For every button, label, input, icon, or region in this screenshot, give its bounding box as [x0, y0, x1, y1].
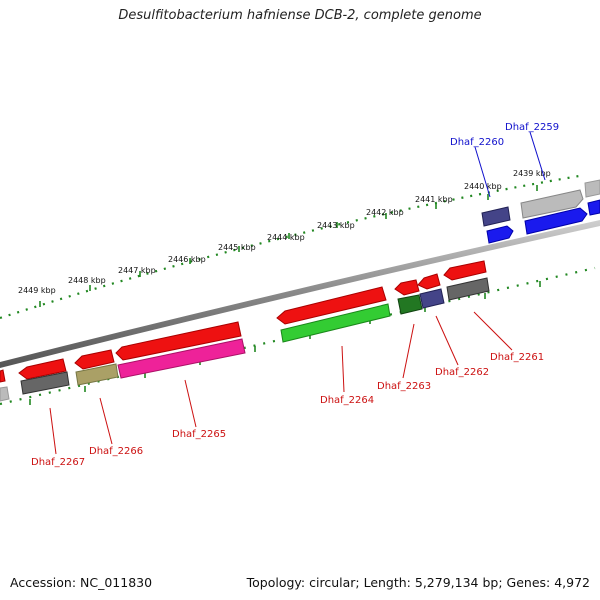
kbp-label: 2448 kbp — [68, 276, 106, 285]
gene-label-dhaf-2264[interactable]: Dhaf_2264 — [320, 395, 374, 406]
gene-feature[interactable] — [20, 371, 70, 395]
page-title: Desulfitobacterium hafniense DCB-2, comp… — [118, 8, 482, 23]
genome-backbone — [0, 220, 600, 368]
gene-feature[interactable] — [0, 386, 10, 402]
gene-label-dhaf-2261[interactable]: Dhaf_2261 — [490, 352, 544, 363]
gene-feature-dhaf-2260[interactable] — [481, 206, 511, 227]
gene-feature[interactable] — [520, 189, 584, 219]
gene-feature-dhaf-2263[interactable] — [394, 279, 420, 296]
accession-text: Accession: NC_011830 — [10, 575, 153, 590]
gene-feature[interactable] — [280, 303, 391, 343]
gene-label-dhaf-2260[interactable]: Dhaf_2260 — [450, 137, 504, 148]
gene-feature[interactable] — [0, 369, 6, 383]
kbp-label: 2444 kbp — [267, 233, 305, 242]
gene-feature-dhaf-2267[interactable] — [18, 358, 67, 380]
gene-feature[interactable] — [486, 225, 514, 244]
kbp-label: 2439 kbp — [513, 169, 551, 178]
topology-text: Topology: circular; Length: 5,279,134 bp… — [246, 575, 590, 590]
gene-feature[interactable] — [584, 179, 600, 198]
kbp-label: 2445 kbp — [218, 243, 256, 252]
gene-feature[interactable] — [117, 338, 246, 379]
gene-feature[interactable] — [419, 288, 445, 309]
gene-feature-dhaf-2266[interactable] — [74, 349, 115, 370]
kbp-label: 2440 kbp — [464, 182, 502, 191]
gene-feature[interactable] — [446, 277, 490, 301]
kbp-label: 2446 kbp — [168, 255, 206, 264]
gene-feature-dhaf-2261[interactable] — [443, 260, 487, 281]
forward-genes — [0, 179, 600, 383]
gene-feature[interactable] — [397, 294, 423, 315]
gene-label-dhaf-2265[interactable]: Dhaf_2265 — [172, 429, 226, 440]
reverse-genes — [0, 277, 490, 402]
gene-feature-dhaf-2265[interactable] — [115, 321, 242, 361]
gene-feature-dhaf-2259[interactable] — [524, 207, 588, 235]
kbp-label: 2447 kbp — [118, 266, 156, 275]
leader-lines — [49, 131, 546, 455]
gene-feature[interactable] — [587, 199, 600, 216]
gene-feature-dhaf-2264[interactable] — [276, 286, 387, 325]
gene-label-dhaf-2263[interactable]: Dhaf_2263 — [377, 381, 431, 392]
kbp-label: 2443 kbp — [317, 221, 355, 230]
kbp-label: 2449 kbp — [18, 286, 56, 295]
gene-feature-dhaf-2262[interactable] — [417, 273, 441, 290]
gene-feature[interactable] — [75, 363, 119, 386]
kbp-label: 2442 kbp — [366, 208, 404, 217]
kbp-label: 2441 kbp — [415, 195, 453, 204]
gene-label-dhaf-2266[interactable]: Dhaf_2266 — [89, 446, 143, 457]
gene-label-dhaf-2262[interactable]: Dhaf_2262 — [435, 367, 489, 378]
major-ticks — [29, 185, 541, 405]
gene-label-dhaf-2267[interactable]: Dhaf_2267 — [31, 457, 85, 468]
gene-label-dhaf-2259[interactable]: Dhaf_2259 — [505, 122, 559, 133]
